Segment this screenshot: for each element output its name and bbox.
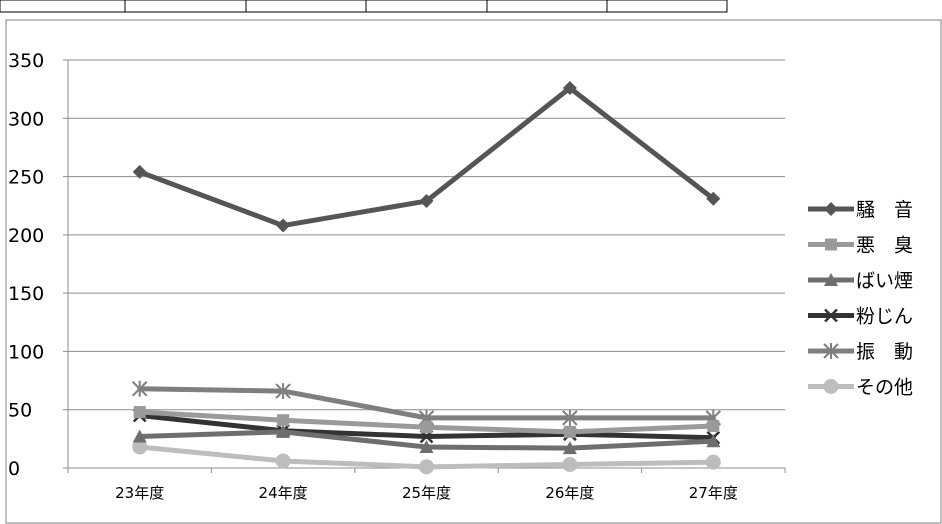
legend-marker xyxy=(823,343,839,359)
legend-item: 悪 臭 xyxy=(808,235,913,257)
data-point xyxy=(277,414,290,427)
legend-marker xyxy=(824,308,838,323)
data-point xyxy=(132,164,147,179)
series-3 xyxy=(132,424,721,455)
y-tick-label: 100 xyxy=(8,341,44,363)
data-point xyxy=(420,421,433,434)
x-tick-label: 26年度 xyxy=(545,484,594,502)
y-tick-label: 250 xyxy=(8,167,44,189)
data-point xyxy=(133,406,146,419)
data-point xyxy=(131,380,148,397)
legend-marker xyxy=(823,379,839,394)
data-point xyxy=(275,453,291,469)
series-2 xyxy=(133,406,720,438)
series-6 xyxy=(132,439,721,475)
legend-marker xyxy=(825,238,837,251)
legend-label: 粉じん xyxy=(856,306,913,328)
legend-label: 騒 音 xyxy=(856,199,913,221)
chart-frame xyxy=(5,19,942,524)
data-point xyxy=(419,440,434,454)
data-point xyxy=(419,194,434,209)
data-point xyxy=(276,424,291,438)
legend-item: 粉じん xyxy=(808,306,913,328)
data-point xyxy=(563,425,576,438)
x-tick-label: 25年度 xyxy=(402,484,451,502)
series-1 xyxy=(132,80,721,233)
y-tick-label: 150 xyxy=(8,283,44,305)
top-table-fragment xyxy=(0,0,728,13)
data-point xyxy=(419,459,434,475)
legend-item: その他 xyxy=(808,377,913,399)
data-point xyxy=(276,218,291,233)
legend-marker xyxy=(824,202,838,216)
data-point xyxy=(562,80,577,95)
data-point xyxy=(275,383,291,400)
y-tick-label: 300 xyxy=(8,108,44,130)
legend-label: ばい煙 xyxy=(856,270,913,292)
series-group xyxy=(131,80,722,475)
y-tick-label: 350 xyxy=(8,50,44,72)
legend-label: 悪 臭 xyxy=(856,235,913,257)
data-point xyxy=(705,454,721,470)
y-tick-label: 200 xyxy=(8,225,44,247)
data-point xyxy=(562,441,577,455)
y-axis-ticks: 0 50 100 150 200 250 300 350 xyxy=(8,50,69,480)
x-tick-label: 24年度 xyxy=(259,484,308,502)
data-point xyxy=(706,191,721,206)
legend-label: その他 xyxy=(856,377,913,399)
data-point xyxy=(562,457,578,473)
data-point xyxy=(132,439,148,455)
y-tick-label: 0 xyxy=(8,458,20,480)
x-tick-label: 23年度 xyxy=(115,484,164,502)
data-point xyxy=(706,434,721,448)
y-tick-label: 50 xyxy=(8,400,32,422)
legend-marker xyxy=(824,273,838,286)
x-tick-label: 27年度 xyxy=(689,484,738,502)
legend-item: 振 動 xyxy=(808,341,913,363)
data-point xyxy=(132,429,147,443)
legend-item: 騒 音 xyxy=(808,199,913,221)
legend-item: ばい煙 xyxy=(808,270,913,292)
legend-label: 振 動 xyxy=(856,341,913,363)
data-point xyxy=(707,420,720,433)
data-point xyxy=(562,409,578,426)
